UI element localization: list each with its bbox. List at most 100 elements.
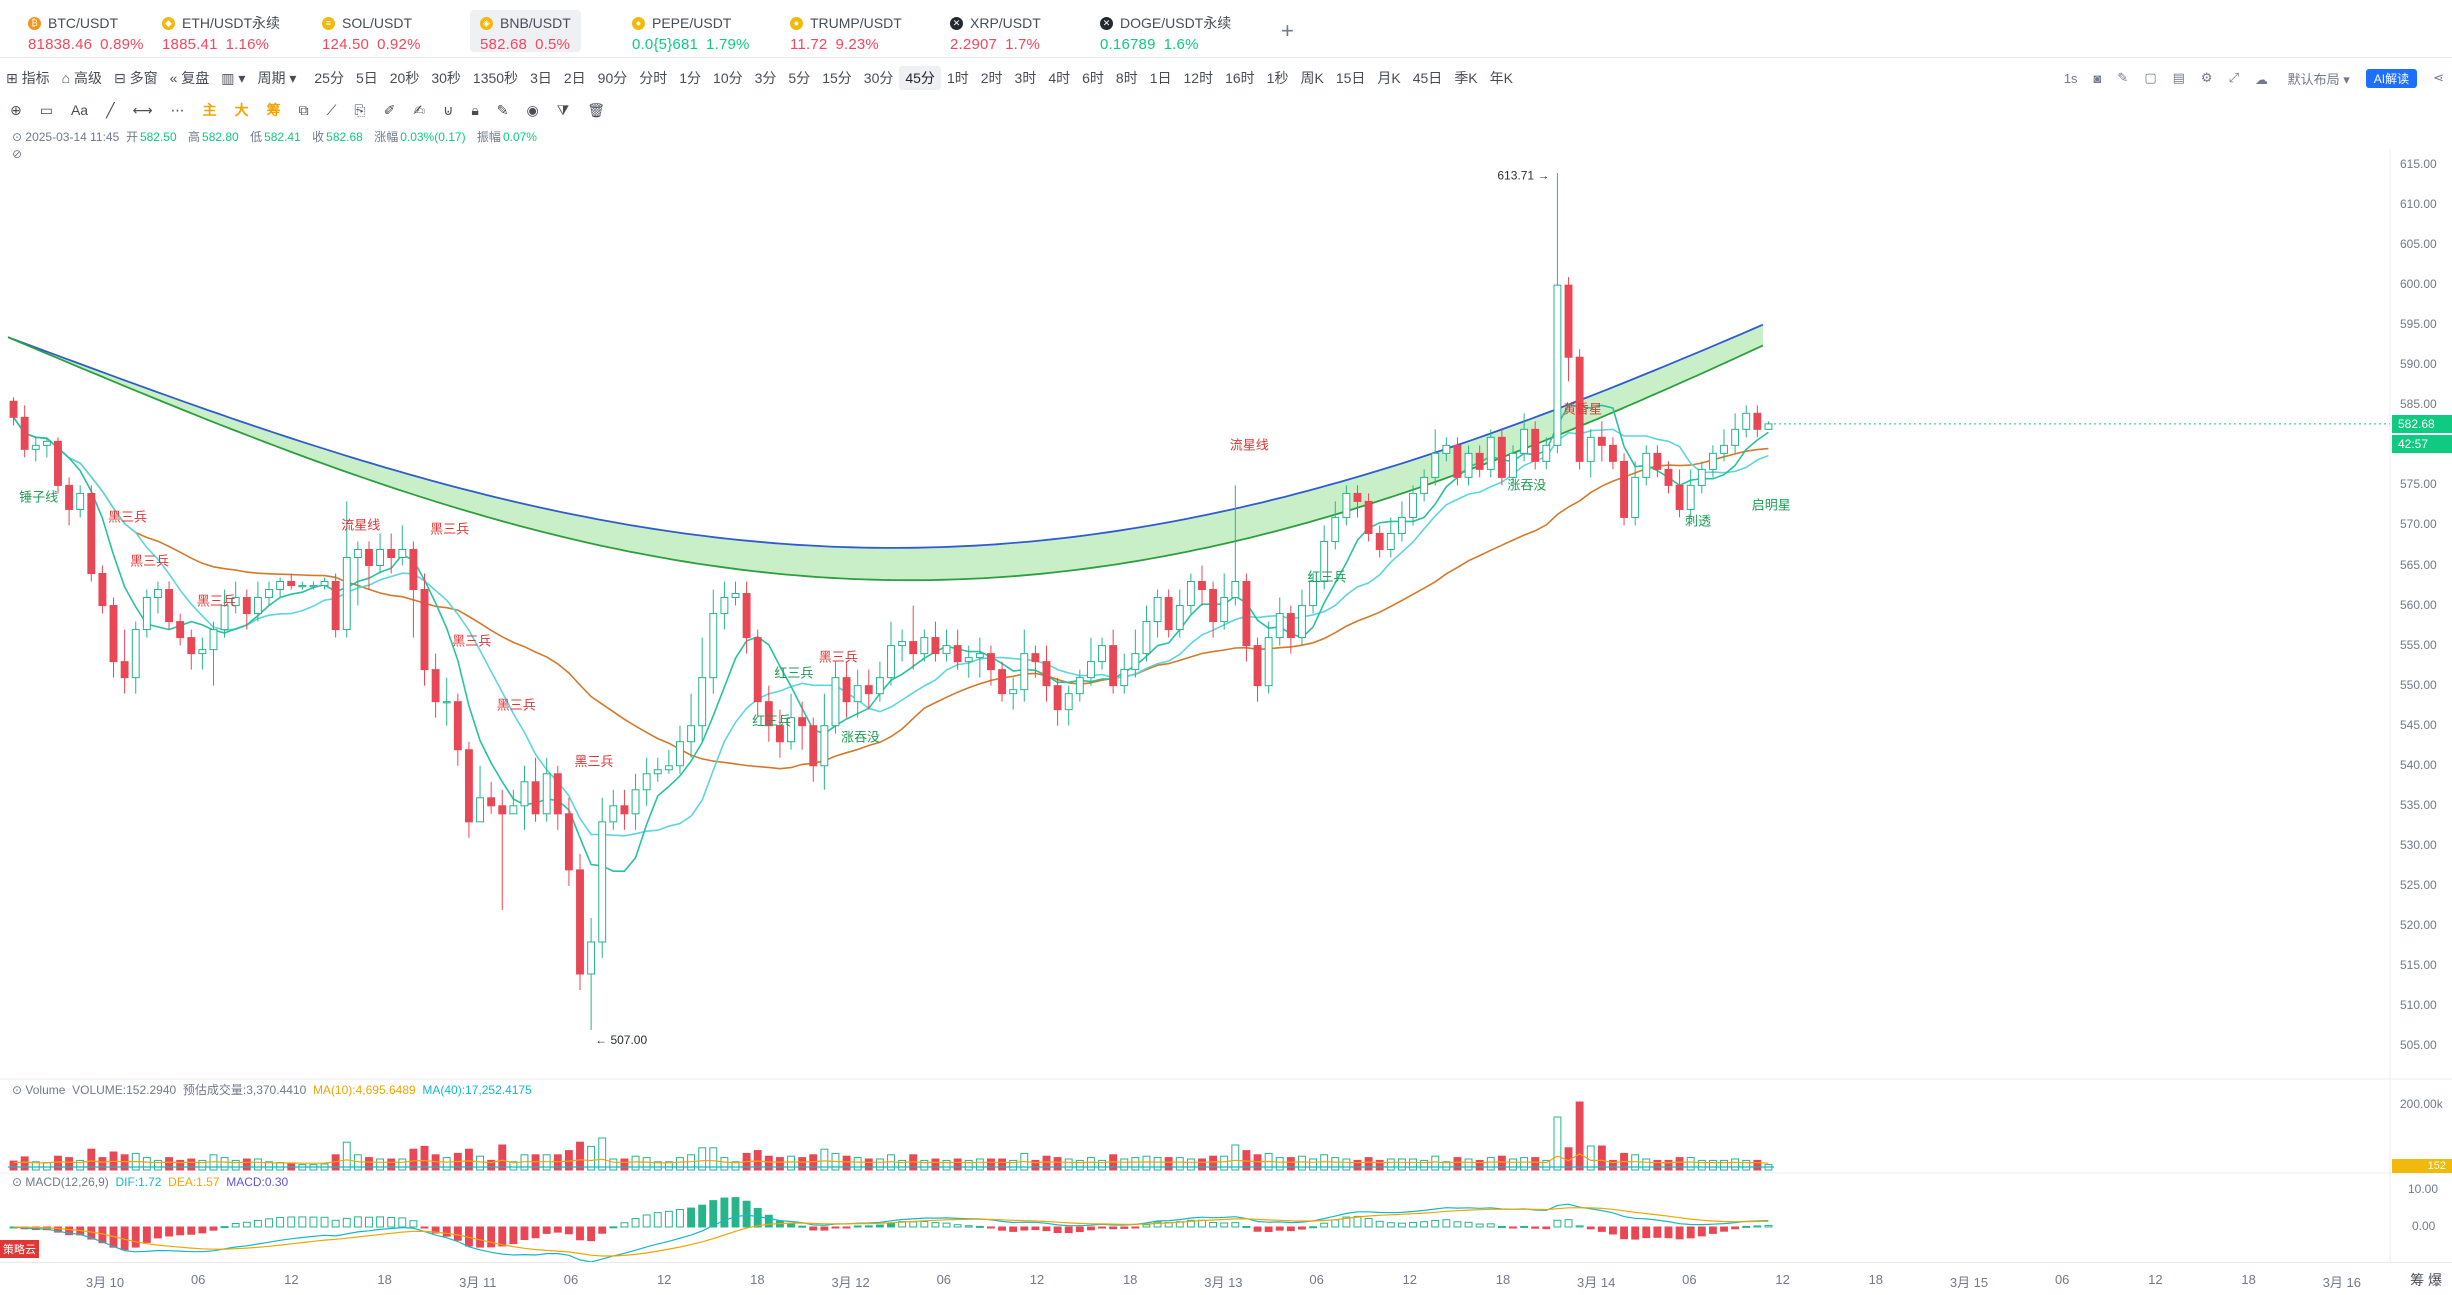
ai-analysis-button[interactable]: AI解读 bbox=[2365, 68, 2418, 88]
period-option[interactable]: 6时 bbox=[1082, 70, 1104, 86]
lock-icon[interactable]: 🔒︎ bbox=[471, 101, 479, 118]
big-order-button[interactable]: 大 bbox=[234, 102, 249, 118]
candle-body bbox=[853, 685, 862, 703]
comment-icon[interactable]: ▢ bbox=[2144, 70, 2157, 85]
period-option[interactable]: 3日 bbox=[530, 70, 552, 86]
pattern-label: 黑三兵 bbox=[130, 554, 169, 569]
period-option[interactable]: 2日 bbox=[563, 70, 586, 86]
collapse-icon[interactable]: ⊙ bbox=[12, 130, 23, 144]
period-option[interactable]: 3分 bbox=[754, 70, 777, 86]
period-option[interactable]: 年K bbox=[1489, 70, 1513, 86]
text-tool-icon[interactable]: Aa bbox=[70, 102, 89, 118]
ticker-tab[interactable]: ● PEPE/USDT 0.0{5}681 1.79% bbox=[622, 10, 760, 53]
pattern-icon[interactable]: ⧉ bbox=[298, 101, 309, 118]
period-option[interactable]: 15分 bbox=[822, 70, 852, 86]
eye-small-icon[interactable]: ⊙ bbox=[12, 1175, 23, 1189]
period-toolbar: ⊞ 指标 ⌂ 高级 ⊟ 多窗 « 复盘 ▥ ▾ 周期 ▾ 25分 5日 20秒 30秒… bbox=[0, 62, 2452, 94]
period-option[interactable]: 10分 bbox=[713, 70, 743, 86]
period-option[interactable]: 5分 bbox=[788, 70, 811, 86]
period-option[interactable]: 1350秒 bbox=[472, 70, 519, 86]
period-option[interactable]: 1时 bbox=[946, 70, 969, 86]
main-force-button[interactable]: 主 bbox=[202, 102, 217, 118]
candle-body bbox=[720, 597, 729, 615]
add-tab-icon[interactable]: + bbox=[1281, 18, 1294, 43]
period-dropdown[interactable]: 周期 ▾ bbox=[257, 70, 297, 86]
period-option[interactable]: 2时 bbox=[980, 70, 1003, 86]
ticker-tab[interactable]: ✕ DOGE/USDT永续 0.16789 1.6% bbox=[1090, 10, 1241, 53]
period-option[interactable]: 5日 bbox=[355, 70, 378, 86]
candle-body bbox=[31, 444, 40, 450]
copy-icon[interactable]: ⎘ bbox=[354, 101, 366, 118]
multi-window-button[interactable]: ⊟ 多窗 bbox=[113, 70, 158, 86]
signature-icon[interactable]: ✍ bbox=[413, 101, 426, 118]
candle-body bbox=[1220, 597, 1229, 623]
period-option[interactable]: 45分 bbox=[899, 66, 941, 90]
indicator-button[interactable]: ⊞ 指标 bbox=[6, 70, 50, 86]
period-option[interactable]: 30秒 bbox=[431, 70, 461, 86]
filter-icon[interactable]: ⧩ bbox=[556, 101, 570, 118]
period-option[interactable]: 12时 bbox=[1183, 70, 1214, 86]
trash-icon[interactable]: 🗑︎ bbox=[587, 101, 606, 118]
rect-icon[interactable]: ▭ bbox=[39, 101, 53, 118]
period-option[interactable]: 月K bbox=[1377, 70, 1401, 86]
strategy-cloud-badge[interactable]: 策略云 bbox=[0, 1240, 39, 1258]
period-option[interactable]: 16时 bbox=[1225, 70, 1255, 86]
hline-tool-icon[interactable]: ⟷ bbox=[132, 101, 153, 118]
time-tick: 3月 10 bbox=[85, 1275, 125, 1290]
period-option[interactable]: 周K bbox=[1300, 70, 1324, 86]
candle-body bbox=[1675, 484, 1684, 510]
more-tools-icon[interactable]: ⋯ bbox=[170, 101, 185, 118]
ruler-icon[interactable]: ⟋ bbox=[326, 101, 337, 118]
line-tool-icon[interactable]: ╱ bbox=[106, 101, 115, 118]
period-option[interactable]: 3时 bbox=[1014, 70, 1037, 86]
ticker-tab[interactable]: ◆ ETH/USDT永续 1885.41 1.16% bbox=[152, 10, 290, 53]
period-option[interactable]: 分时 bbox=[639, 70, 668, 86]
settings-small-icon[interactable]: ⊘ bbox=[12, 147, 23, 161]
chart-toolbar-right: 1s ◙ ✎ ▢ ▤ ⚙ ⤢ ☁ 默认布局 ▾ AI解读 ⋖ bbox=[2048, 62, 2444, 94]
period-option[interactable]: 8时 bbox=[1115, 70, 1138, 86]
eye-icon[interactable]: ◉ bbox=[526, 101, 539, 118]
brush-icon[interactable]: ✐ bbox=[383, 101, 396, 118]
camera-icon[interactable]: ◙ bbox=[2093, 70, 2102, 86]
edit-icon[interactable]: ✎ bbox=[496, 101, 509, 118]
chart-type-dropdown[interactable]: ▥ ▾ bbox=[221, 70, 246, 86]
pattern-label: 黑三兵 bbox=[452, 634, 491, 649]
chips-button[interactable]: 筹 bbox=[266, 102, 281, 118]
pen-icon[interactable]: ✎ bbox=[2117, 70, 2129, 85]
period-option[interactable]: 1分 bbox=[679, 70, 702, 86]
volume-axis-top: 200.00k bbox=[2400, 1097, 2443, 1111]
price-tick: 535.00 bbox=[2400, 797, 2437, 812]
corner-buttons[interactable]: 筹 爆 bbox=[2410, 1272, 2442, 1288]
macd-hist-bar bbox=[820, 1226, 829, 1231]
template-icon[interactable]: ▤ bbox=[2172, 70, 2185, 85]
fullscreen-icon[interactable]: ⤢ bbox=[2228, 70, 2239, 85]
crosshair-icon[interactable]: ⊕ bbox=[10, 101, 22, 118]
ticker-tab[interactable]: ≡ SOL/USDT 124.50 0.92% bbox=[312, 10, 431, 53]
period-option[interactable]: 4时 bbox=[1048, 70, 1071, 86]
period-option[interactable]: 25分 bbox=[314, 70, 344, 86]
ticker-tab[interactable]: ◈ BNB/USDT 582.68 0.5% bbox=[470, 10, 581, 53]
macd-hist-bar bbox=[220, 1226, 229, 1229]
volume-bar bbox=[709, 1147, 718, 1171]
period-option[interactable]: 1日 bbox=[1149, 70, 1172, 86]
replay-button[interactable]: « 复盘 bbox=[169, 70, 210, 86]
ticker-tab[interactable]: ● TRUMP/USDT 11.72 9.23% bbox=[780, 10, 912, 53]
period-option[interactable]: 30分 bbox=[863, 70, 894, 86]
gear-icon[interactable]: ⚙ bbox=[2200, 70, 2213, 85]
ticker-tab[interactable]: ₿ BTC/USDT 81838.46 0.89% bbox=[18, 10, 154, 53]
period-option[interactable]: 90分 bbox=[597, 70, 628, 86]
eye-small-icon[interactable]: ⊙ bbox=[12, 1083, 23, 1097]
ticker-tab[interactable]: ✕ XRP/USDT 2.2907 1.7% bbox=[940, 10, 1051, 53]
period-option[interactable]: 季K bbox=[1454, 70, 1478, 86]
share-icon[interactable]: ⋖ bbox=[2433, 70, 2444, 85]
period-option[interactable]: 1秒 bbox=[1266, 70, 1289, 86]
seconds-toggle[interactable]: 1s bbox=[2063, 70, 2078, 86]
volume-bar bbox=[1209, 1155, 1218, 1171]
advanced-button[interactable]: ⌂ 高级 bbox=[61, 70, 102, 86]
period-option[interactable]: 20秒 bbox=[389, 70, 420, 86]
magnet-icon[interactable]: ⊍ bbox=[443, 101, 454, 118]
period-option[interactable]: 45日 bbox=[1412, 70, 1443, 86]
period-option[interactable]: 15日 bbox=[1335, 70, 1366, 86]
layout-dropdown[interactable]: ☁ 默认布局 ▾ bbox=[2254, 71, 2350, 87]
